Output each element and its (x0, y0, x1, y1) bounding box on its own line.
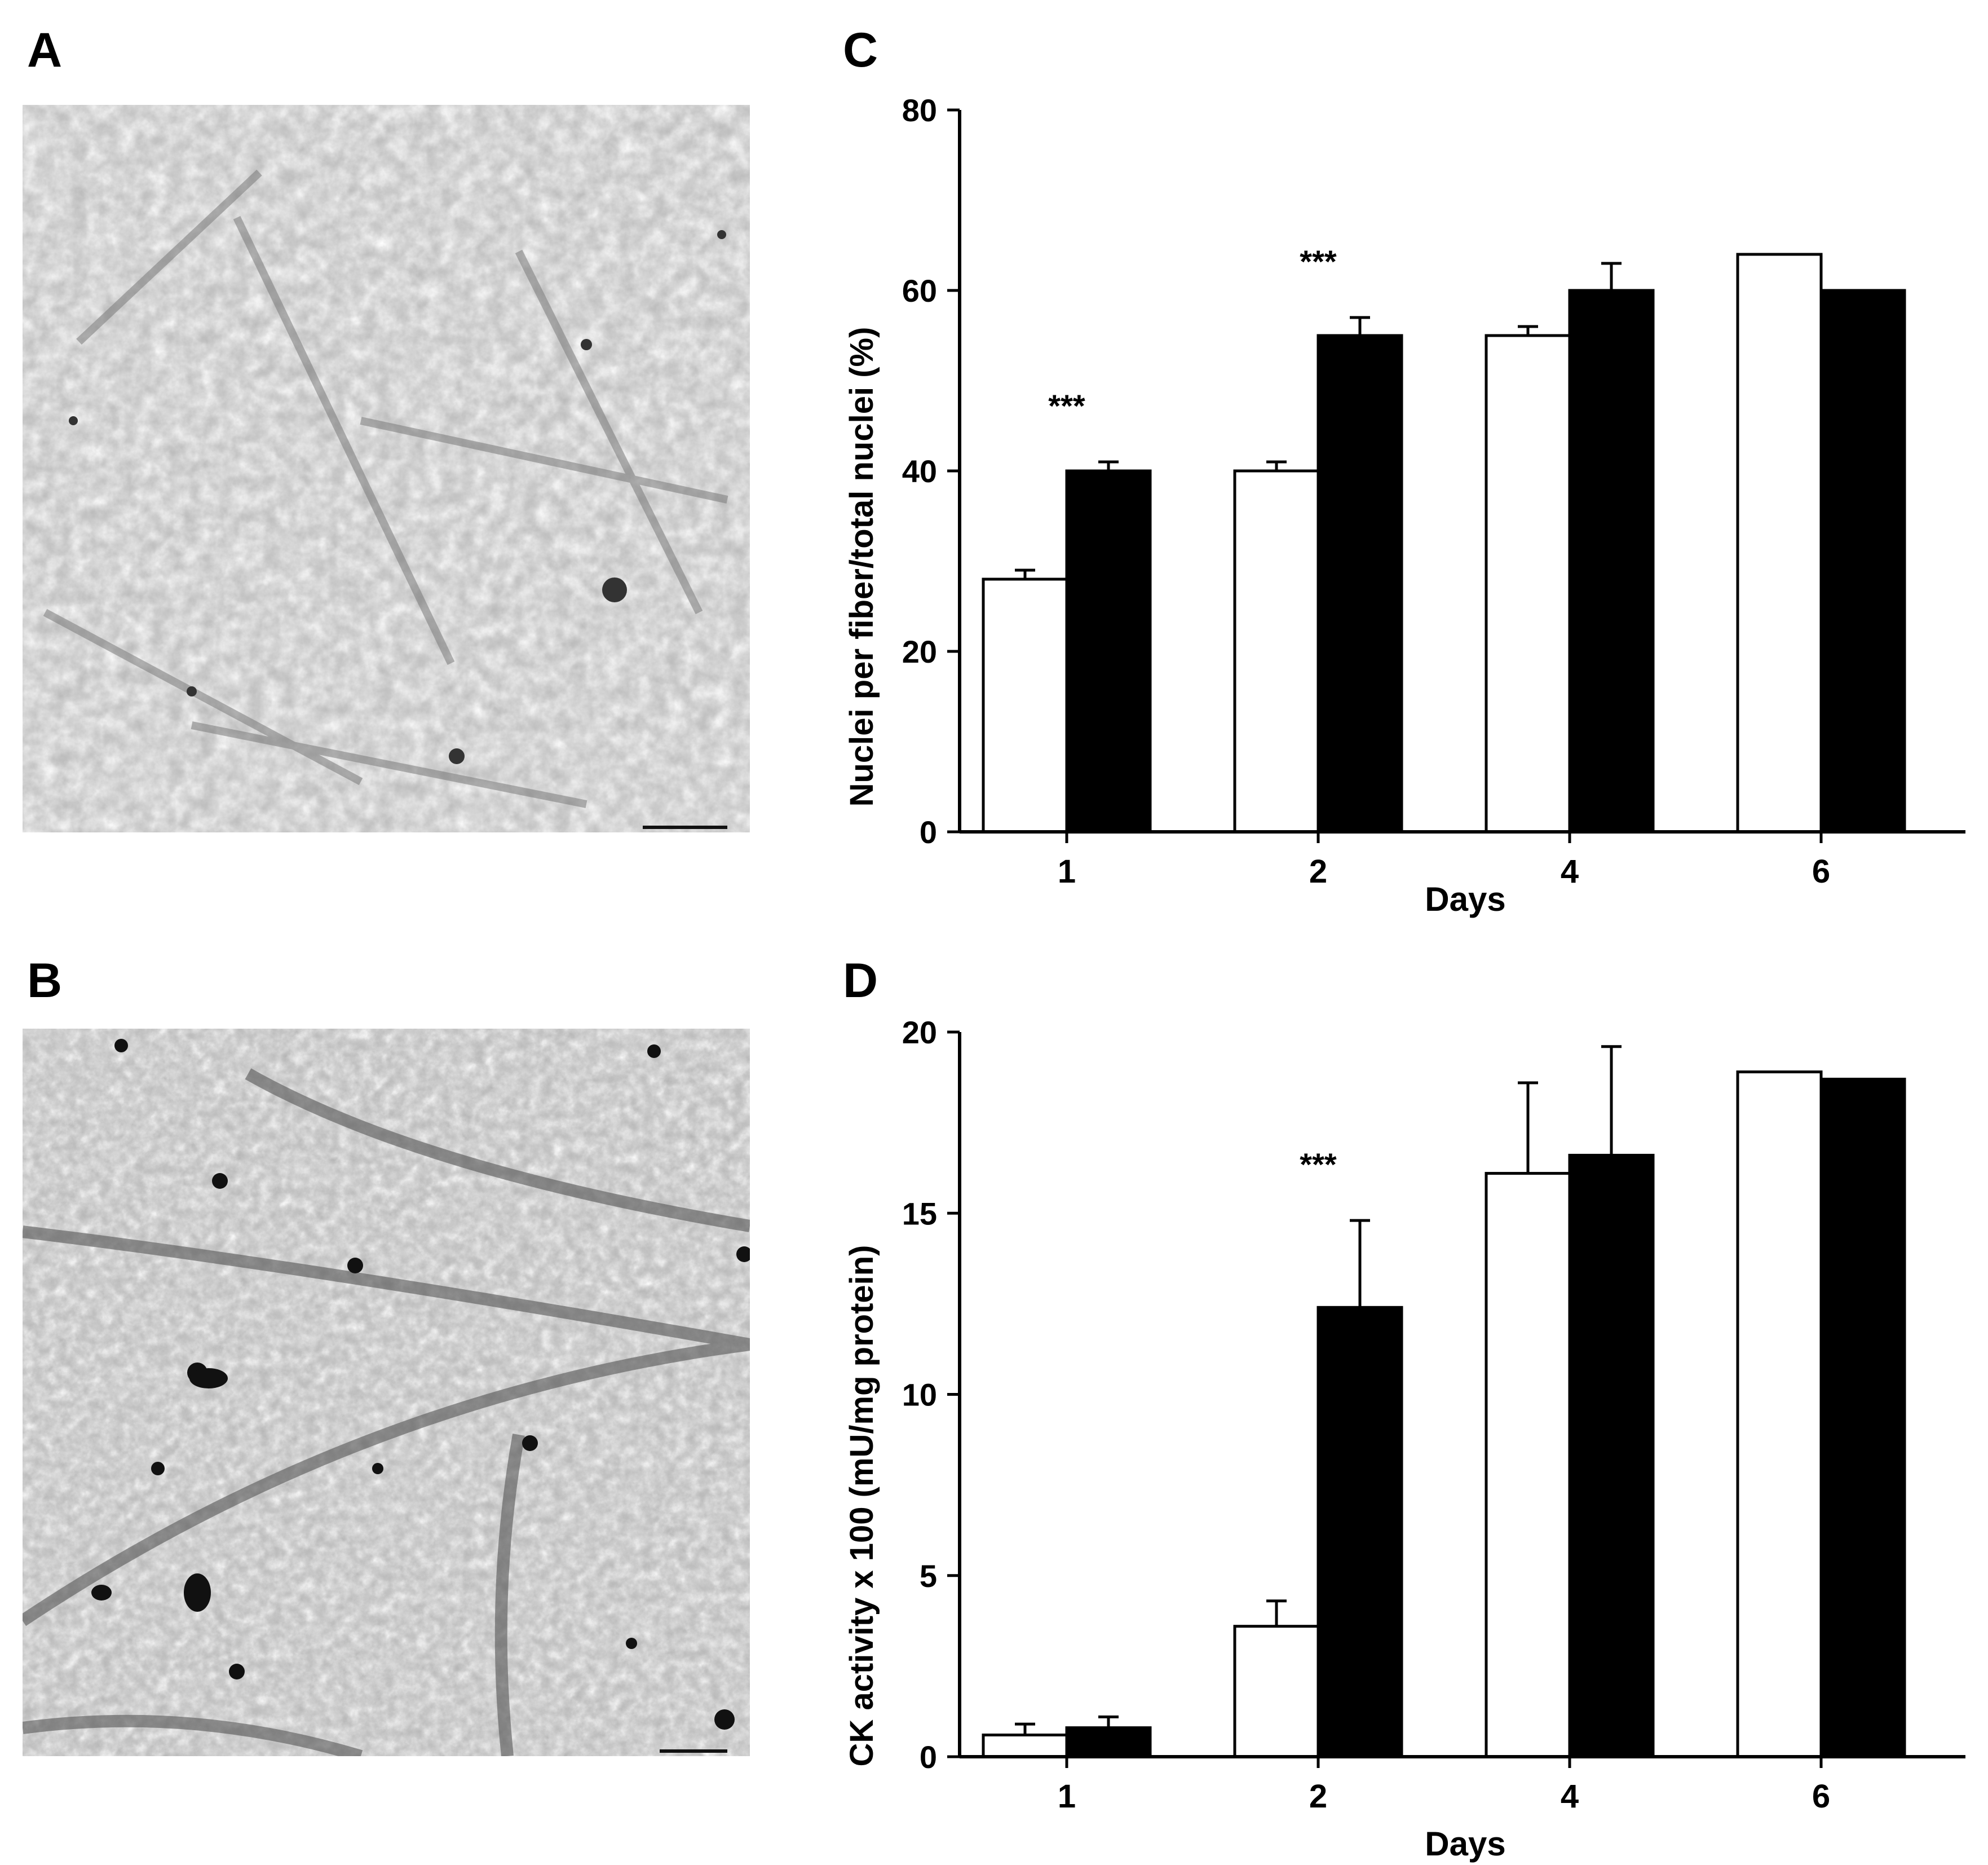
chart-d-error-s2-2 (1350, 1219, 1370, 1308)
chart-d-significance-label: *** (1300, 1147, 1337, 1182)
chart-c-annotations: *** *** (1048, 244, 1337, 424)
chart-d-y-axis-label: CK activity x 100 (mU/mg protein) (843, 1245, 880, 1767)
chart-d-annotations: *** (1300, 1147, 1337, 1182)
chart-c-y-ticks: 0 20 40 60 80 (902, 92, 960, 850)
chart-c-x-ticks: 1 2 4 6 (1058, 832, 1830, 890)
chart-d-y-ticks: 0 5 10 15 20 (902, 1015, 960, 1775)
chart-d-x-tick-label: 6 (1812, 1778, 1830, 1815)
chart-d-error-s1-1 (1015, 1722, 1035, 1735)
chart-d-y-tick-label: 20 (902, 1015, 937, 1050)
chart-d-error-s1-4 (1518, 1081, 1538, 1174)
panel-label-c: C (843, 23, 878, 77)
chart-c-x-tick-label: 2 (1309, 853, 1327, 890)
chart-c: 0 20 40 60 80 1 2 4 6 *** *** Days Nuclei per fi… (843, 92, 1965, 918)
chart-d-y-tick-label: 0 (920, 1739, 937, 1775)
chart-c-error-s2-1 (1098, 460, 1119, 471)
chart-d-x-tick-label: 1 (1058, 1778, 1076, 1815)
chart-d-error-bars (1015, 1045, 1622, 1735)
panel-label-b: B (27, 954, 63, 1008)
chart-d-bar-s2-1 (1065, 1726, 1152, 1758)
chart-c-error-s1-2 (1266, 460, 1287, 471)
panel-label-a: A (27, 23, 63, 77)
chart-c-y-tick-label: 0 (920, 814, 937, 850)
chart-c-x-axis-label: Days (1425, 880, 1505, 918)
chart-c-error-bars (1015, 262, 1622, 579)
chart-c-bars (982, 253, 1906, 834)
chart-d-y-tick-label: 15 (902, 1196, 937, 1231)
chart-c-bar-s2-4 (1568, 289, 1655, 834)
chart-d-bar-s1-1 (982, 1733, 1068, 1758)
chart-d-y-tick-label: 5 (920, 1558, 937, 1594)
chart-c-bar-s2-2 (1317, 334, 1403, 834)
chart-c-x-tick-label: 4 (1561, 853, 1579, 890)
chart-d-bar-s2-6 (1819, 1078, 1906, 1758)
micrograph-a (23, 105, 750, 832)
chart-c-y-tick-label: 60 (902, 273, 937, 308)
chart-d-bars (982, 1070, 1906, 1758)
chart-c-y-tick-label: 80 (902, 92, 937, 128)
chart-c-x-tick-label: 1 (1058, 853, 1076, 890)
chart-c-bar-s1-1 (982, 577, 1068, 834)
chart-c-bar-s1-6 (1736, 253, 1823, 834)
chart-c-bar-s1-4 (1485, 334, 1571, 834)
chart-c-significance-label: *** (1048, 388, 1085, 424)
chart-c-bar-s2-6 (1819, 289, 1906, 834)
chart-c-bar-s1-2 (1233, 469, 1320, 834)
chart-c-error-s2-2 (1350, 316, 1370, 336)
chart-c-significance-label: *** (1300, 244, 1337, 279)
chart-d-x-ticks: 1 2 4 6 (1058, 1757, 1830, 1815)
chart-d-error-s1-2 (1266, 1599, 1287, 1626)
chart-c-y-tick-label: 40 (902, 453, 937, 489)
chart-c-x-tick-label: 6 (1812, 853, 1830, 890)
chart-d-x-tick-label: 4 (1561, 1778, 1579, 1815)
micrograph-b (23, 1029, 750, 1756)
chart-d-bar-s2-4 (1568, 1153, 1655, 1758)
chart-d-bar-s1-6 (1736, 1070, 1823, 1758)
chart-d-x-axis-label: Days (1425, 1825, 1505, 1863)
chart-d-x-tick-label: 2 (1309, 1778, 1327, 1815)
chart-c-error-s2-4 (1601, 262, 1622, 290)
chart-c-y-tick-label: 20 (902, 634, 937, 669)
chart-d-bar-s1-4 (1485, 1172, 1571, 1758)
chart-c-bar-s2-1 (1065, 469, 1152, 834)
chart-d-bar-s2-2 (1317, 1306, 1403, 1758)
panel-label-d: D (843, 954, 878, 1008)
chart-d-error-s2-4 (1601, 1045, 1622, 1156)
chart-c-error-s1-4 (1518, 325, 1538, 336)
chart-d-bar-s1-2 (1233, 1625, 1320, 1758)
chart-c-error-s1-1 (1015, 568, 1035, 579)
chart-c-y-axis-label: Nuclei per fiber/total nuclei (%) (843, 327, 880, 807)
chart-d-error-s2-1 (1098, 1715, 1119, 1728)
chart-d-y-tick-label: 10 (902, 1377, 937, 1413)
